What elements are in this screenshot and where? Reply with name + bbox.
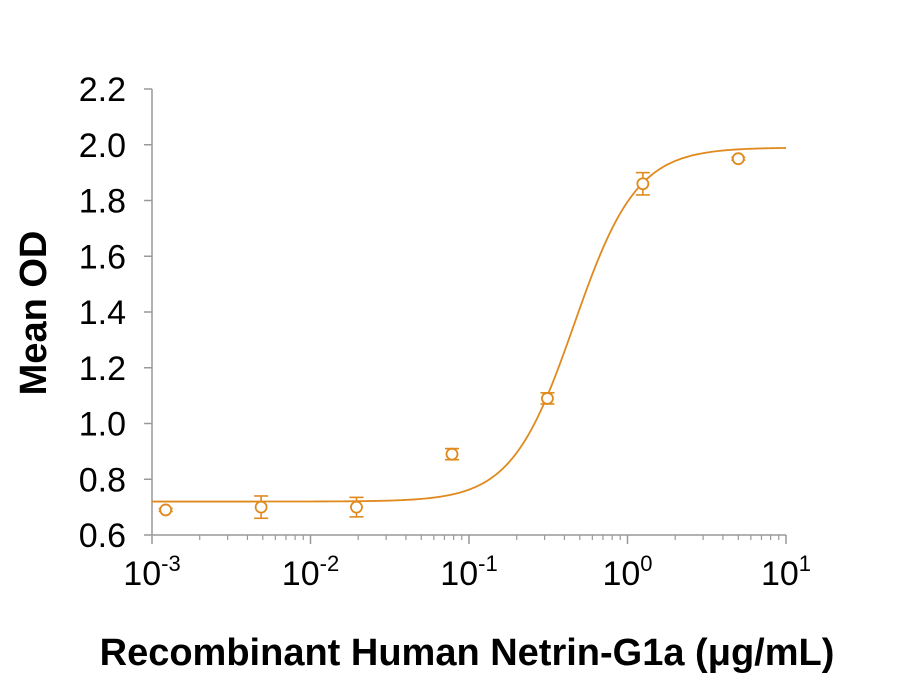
y-tick-label: 1.0: [79, 406, 126, 444]
data-point: [541, 392, 554, 405]
data-point: [350, 500, 363, 514]
fit-curve: [152, 147, 787, 503]
x-tick-label: 10-3: [123, 551, 180, 593]
data-point: [636, 177, 650, 191]
ticks: [144, 88, 787, 544]
fit-curve-layer: [152, 147, 787, 503]
axis-labels: 0.6 0.8 1.0 1.2 1.4 1.6 1.8 2.0 2.2 10-3 10-2 10-1 1…: [79, 71, 811, 593]
y-tick-label: 1.6: [79, 238, 126, 276]
y-axis-title: Mean OD: [13, 231, 55, 396]
y-tick-label: 0.8: [79, 461, 126, 499]
y-tick-label: 1.8: [79, 183, 126, 221]
data-points: [158, 152, 746, 520]
y-tick-label: 2.0: [79, 127, 126, 165]
x-axis-title: Recombinant Human Netrin-G1a (μg/mL): [100, 632, 835, 674]
y-tick-label: 2.2: [79, 71, 126, 109]
data-point: [445, 447, 459, 461]
data-point: [731, 152, 745, 166]
data-point: [159, 503, 173, 517]
data-point: [254, 500, 268, 514]
x-tick-label: 101: [761, 551, 811, 593]
x-tick-label: 100: [602, 551, 652, 593]
y-tick-label: 0.6: [79, 517, 126, 555]
y-tick-label: 1.4: [79, 294, 126, 332]
y-tick-label: 1.2: [79, 350, 126, 388]
x-tick-label: 10-1: [440, 551, 497, 593]
x-tick-label: 10-2: [282, 551, 339, 593]
